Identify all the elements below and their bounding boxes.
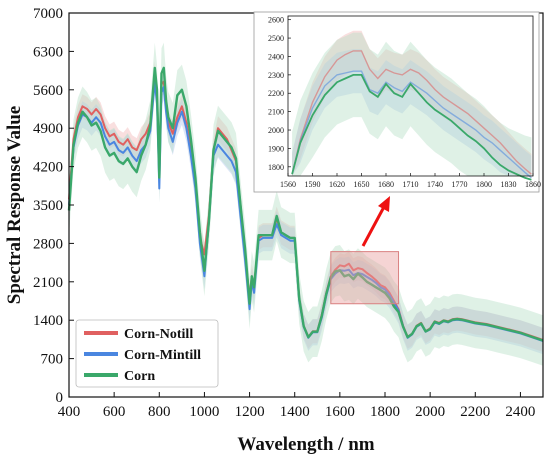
inset-plot-area: 1560 1590 1620 1650 1680 1710 1740 1770 1800 1830… <box>253 11 541 193</box>
x-tick-label: 1600 <box>325 404 355 420</box>
legend-box <box>75 319 219 388</box>
x-tick-label: 1200 <box>235 404 265 420</box>
y-tick-label: 0 <box>56 390 64 406</box>
y-tick-label: 2800 <box>33 236 63 252</box>
inset-x-tick-label: 1560 <box>280 180 296 189</box>
x-tick-label: 800 <box>148 404 171 420</box>
y-tick-label: 4200 <box>33 160 63 176</box>
inset-x-tick-label: 1620 <box>329 180 345 189</box>
x-tick-label: 1400 <box>280 404 310 420</box>
inset-y-tick-label: 1800 <box>268 163 284 172</box>
x-tick-label: 2000 <box>415 404 445 420</box>
inset-x-tick-label: 1800 <box>476 180 492 189</box>
inset-series-line-corn <box>291 74 532 181</box>
x-tick-label: 400 <box>58 404 81 420</box>
arrow-head <box>378 196 390 212</box>
legend-label-corn: Corn <box>124 369 155 384</box>
inset-y-tick-label: 2600 <box>268 16 284 25</box>
inset-series-line-corn-notill <box>291 50 532 175</box>
inset-x-tick-label: 1680 <box>378 180 394 189</box>
arrow-shaft <box>361 204 387 247</box>
inset-y-tick-label: 2300 <box>268 71 284 80</box>
legend-label-corn-notill: Corn-Notill <box>124 327 193 342</box>
inset-x-tick-label: 1830 <box>501 180 517 189</box>
inset-band-corn <box>292 32 532 176</box>
x-axis-label: Wavelength / nm <box>237 434 374 455</box>
pointer-arrow <box>361 196 390 247</box>
x-tick-label: 2400 <box>505 404 535 420</box>
inset-y-tick-label: 2500 <box>268 34 284 43</box>
x-tick-label: 2200 <box>460 404 490 420</box>
inset-y-tick-label: 2100 <box>268 108 284 117</box>
highlight-region <box>330 251 400 305</box>
y-tick-label: 4900 <box>33 121 63 137</box>
inset-y-tick-label: 2000 <box>268 126 284 135</box>
inset-x-tick-label: 1650 <box>354 180 370 189</box>
legend: Corn-Notill Corn-Mintill Corn <box>75 319 219 388</box>
inset-x-tick-label: 1770 <box>452 180 468 189</box>
y-tick-label: 5600 <box>33 83 63 99</box>
inset-y-tick-label: 1900 <box>268 144 284 153</box>
inset-x-tick-label: 1860 <box>525 180 541 189</box>
x-tick-label: 1800 <box>370 404 400 420</box>
inset-band-corn-notill <box>292 30 532 177</box>
inset-x-tick-label: 1590 <box>305 180 321 189</box>
y-axis-label: Spectral Response Value <box>4 106 25 304</box>
legend-label-corn-mintill: Corn-Mintill <box>124 348 201 363</box>
y-tick-label: 7000 <box>33 6 63 22</box>
inset-series-line-corn-mintill <box>291 70 532 179</box>
y-tick-label: 6300 <box>33 44 63 60</box>
inset-background <box>253 11 540 193</box>
y-tick-label: 3500 <box>33 198 63 214</box>
inset-y-tick-label: 2200 <box>268 89 284 98</box>
inset-y-tick-label: 2400 <box>268 52 284 61</box>
main-plot-area: 400 600 800 1000 1200 1400 1600 1800 2000 2200 240… <box>33 6 544 420</box>
inset-band-corn-mintill <box>292 49 532 176</box>
y-tick-label: 700 <box>41 352 64 368</box>
inset-x-tick-label: 1740 <box>427 180 443 189</box>
series-line-corn <box>67 66 544 342</box>
y-tick-label: 1400 <box>33 313 63 329</box>
inset-x-tick-label: 1710 <box>403 180 419 189</box>
x-tick-label: 1000 <box>189 404 219 420</box>
y-tick-label: 2100 <box>33 275 63 291</box>
x-tick-label: 600 <box>103 404 126 420</box>
